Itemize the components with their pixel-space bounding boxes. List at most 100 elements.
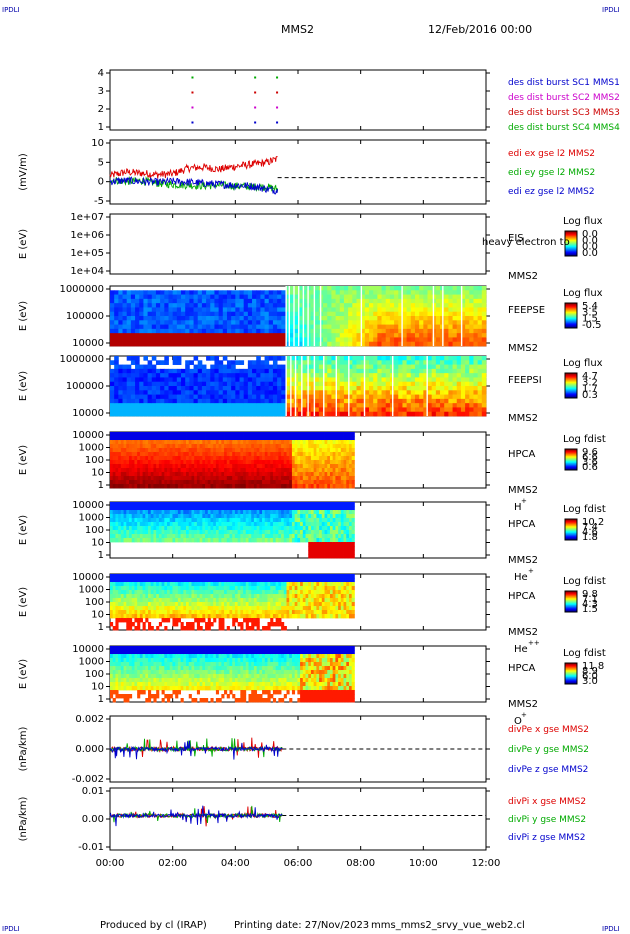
spectro-cell-hpca_h (321, 468, 325, 473)
spectro-cell-feepsi (239, 381, 245, 387)
spectro-cell-feepse (410, 341, 416, 347)
spectro-cell-hpca_h (131, 464, 135, 469)
spectro-cell-feepse (369, 328, 374, 334)
spectro-cell-feepse (469, 328, 474, 334)
spectro-cell-feepsi (110, 390, 115, 395)
spectro-cell-hpca_h (131, 484, 135, 489)
spectro-cell-hpca_h (332, 432, 336, 437)
spectro-cell-feepse (331, 298, 336, 304)
spectro-cell-feepse (252, 341, 257, 347)
spectro-cell-hpca_h (300, 452, 304, 457)
spectro-cell-feepsi (222, 381, 228, 387)
spectro-cell-hpca_he1 (164, 506, 168, 511)
spectro-cell-feepse (331, 286, 336, 291)
spectro-cell-hpca_h (259, 472, 263, 477)
spectro-cell-feepsi (444, 368, 449, 374)
spectro-cell-feepse (444, 328, 449, 334)
spectro-cell-feepse (235, 333, 240, 338)
spectro-cell-hpca_h (267, 444, 271, 449)
spectro-cell-feepse (343, 286, 349, 291)
spectro-cell-hpca_he1 (338, 530, 342, 535)
spectro-cell-feepsi (281, 364, 286, 370)
spectro-cell-hpca_he1 (229, 502, 233, 507)
spectro-cell-hpca_he1 (316, 542, 320, 547)
spectro-cell-feepse (406, 311, 412, 317)
spectro-cell-hpca_he1 (310, 550, 315, 555)
spectro-cell-hpca_he1 (210, 534, 214, 539)
spectro-cell-hpca_he1 (316, 502, 320, 507)
spectro-cell-feepsi (247, 386, 253, 391)
spectro-cell-feepse (352, 337, 357, 343)
colorbar-cell-feepsi (565, 375, 577, 377)
spectro-cell-hpca_h (221, 432, 225, 437)
spectro-cell-hpca_he1 (294, 518, 298, 523)
spectro-cell-hpca_h (319, 452, 323, 457)
spectro-cell-hpca_h (237, 440, 241, 445)
spectro-cell-feepse (335, 311, 341, 317)
spectro-cell-hpca_he1 (150, 510, 154, 515)
spectro-cell-hpca_h (251, 456, 255, 461)
spectro-cell-hpca_h (112, 448, 116, 453)
spectro-cell-feepse (335, 333, 341, 338)
spectro-cell-hpca_h (118, 444, 122, 449)
spectro-cell-feepsi (414, 411, 420, 417)
spectro-cell-feepsi (272, 364, 278, 370)
spectro-cell-hpca_h (283, 444, 287, 449)
spectro-cell-feepse (139, 341, 144, 347)
spectro-cell-feepse (369, 311, 374, 317)
spectro-cell-feepse (448, 316, 453, 321)
spectro-cell-feepse (323, 316, 328, 321)
spectro-cell-hpca_he1 (131, 518, 135, 523)
spectro-cell-hpca_h (351, 432, 355, 437)
spectro-cell-hpca_h (338, 480, 342, 485)
spectro-cell-hpca_he1 (150, 518, 154, 523)
spectro-cell-feepsi (126, 381, 132, 387)
spectro-cell-feepsi (264, 356, 270, 361)
colorbar-cell-feepsi (565, 382, 577, 384)
spectro-cell-hpca_he1 (180, 506, 184, 511)
spectro-cell-feepse (335, 337, 341, 343)
spectro-cell-feepsi (231, 407, 236, 413)
spectro-cell-feepse (285, 303, 291, 308)
spectro-cell-feepsi (348, 373, 353, 378)
spectro-cell-hpca_h (321, 440, 325, 445)
spectro-cell-feepsi (247, 360, 253, 365)
spectro-cell-hpca_h (302, 452, 306, 457)
spectro-cell-feepsi (310, 394, 316, 400)
spectro-cell-feepse (222, 328, 228, 334)
spectro-cell-feepsi (431, 403, 437, 408)
spectro-cell-hpca_h (286, 464, 290, 469)
spectro-cell-feepsi (339, 373, 345, 378)
spectro-cell-feepsi (448, 407, 453, 413)
spectro-cell-hpca_he1 (283, 514, 287, 519)
spectro-cell-feepsi (147, 377, 153, 383)
spectro-cell-feepsi (206, 356, 211, 361)
spectro-cell-hpca_h (327, 452, 331, 457)
spectro-cell-feepse (331, 294, 336, 300)
spectro-cell-feepse (252, 316, 257, 321)
spectro-cell-feepse (427, 337, 433, 343)
spectro-cell-feepsi (235, 411, 240, 417)
spectro-cell-hpca_h (115, 476, 119, 481)
spectro-cell-feepsi (440, 398, 445, 404)
spectro-cell-feepsi (218, 390, 224, 395)
spectro-cell-feepse (277, 290, 282, 295)
spectro-cell-hpca_he1 (205, 518, 209, 523)
spectro-cell-hpca_he1 (324, 530, 328, 535)
spectro-cell-feepse (214, 337, 220, 343)
spectro-cell-feepsi (331, 356, 336, 361)
spectro-cell-hpca_h (191, 476, 195, 481)
spectro-cell-feepsi (414, 381, 420, 387)
spectro-cell-hpca_he1 (188, 518, 192, 523)
spectro-cell-hpca_h (308, 436, 312, 441)
spectro-cell-hpca_h (148, 452, 152, 457)
spectro-cell-hpca_he1 (270, 534, 274, 539)
spectro-cell-hpca_he1 (158, 530, 162, 535)
spectro-cell-hpca_h (256, 440, 260, 445)
spectro-cell-hpca_h (248, 460, 252, 465)
spectro-cell-feepsi (377, 398, 382, 404)
spectro-cell-hpca_h (270, 432, 274, 437)
spectro-cell-feepsi (469, 390, 474, 395)
spectro-cell-feepse (477, 286, 483, 291)
spectro-cell-hpca_he1 (308, 550, 312, 555)
